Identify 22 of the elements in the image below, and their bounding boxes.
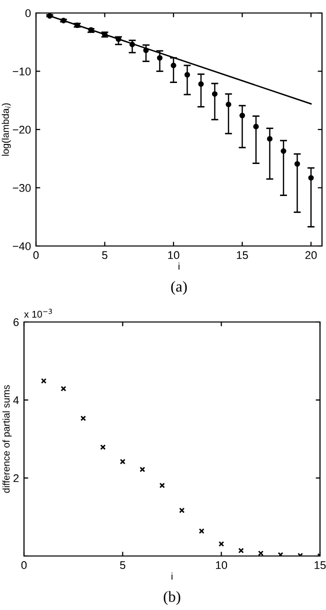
- text: x 10$^{−3}$: [24, 308, 52, 318]
- y-tick-label: 6: [14, 318, 19, 326]
- y-tick-label: 2: [14, 474, 19, 482]
- x-tick-label: 5: [102, 251, 108, 260]
- y-tick-label: 4: [13, 396, 19, 404]
- x-tick-label: 10: [216, 561, 228, 570]
- x-tick-label: 10: [168, 251, 180, 260]
- text: (b): [164, 591, 180, 605]
- y-tick-label: −40: [12, 242, 31, 250]
- y-tick-label: 0: [25, 9, 31, 18]
- x-tick-label: 0: [33, 251, 39, 260]
- x-tick-label: 15: [314, 561, 326, 570]
- x-tick-label: 15: [236, 251, 248, 260]
- x-tick-label: 5: [120, 561, 126, 570]
- y-tick-label: −10: [12, 68, 31, 76]
- y-tick-label: −30: [12, 184, 31, 192]
- y-axis-title: log(lambda$_{i}$): [2, 103, 11, 156]
- x-axis-title: i: [178, 262, 180, 270]
- y-axis-title: difference of partial sums: [2, 385, 12, 493]
- x-tick-label: 20: [305, 251, 317, 260]
- text: (a): [171, 280, 187, 295]
- y-tick-label: −20: [12, 126, 31, 134]
